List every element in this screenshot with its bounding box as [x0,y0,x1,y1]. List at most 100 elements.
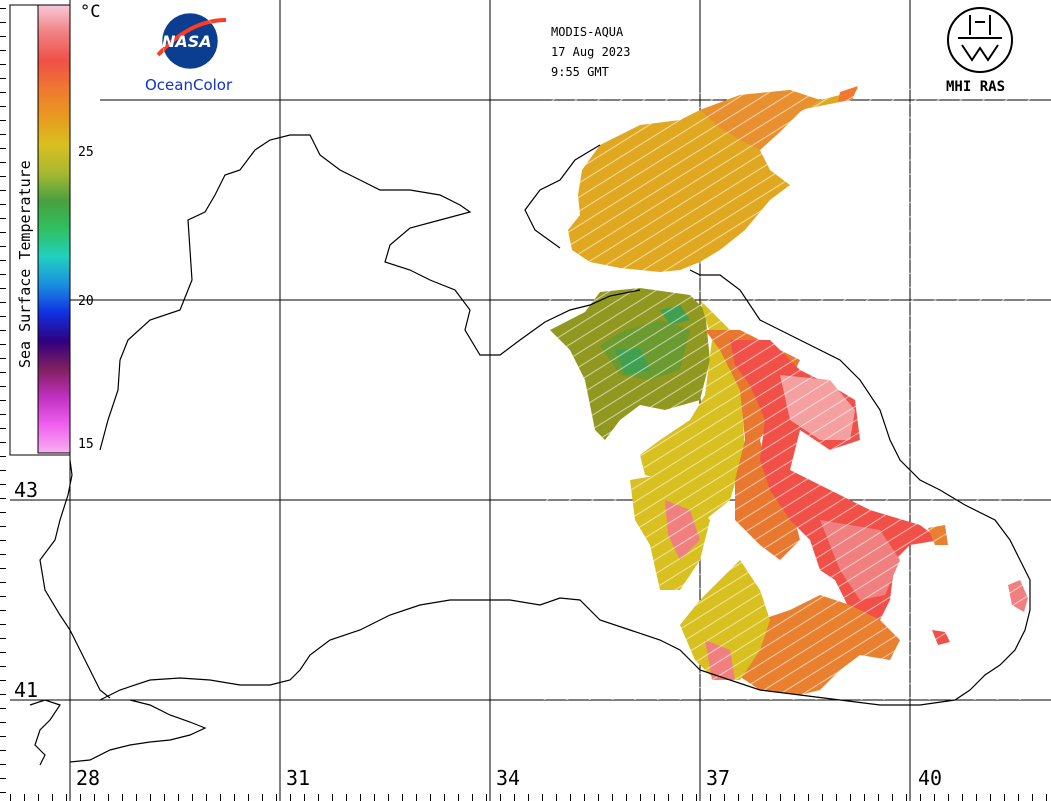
scale-tick [682,794,683,801]
scale-tick [626,794,627,801]
lon-label-34: 34 [496,766,521,790]
scale-tick [0,134,6,135]
nasa-logo [156,12,227,70]
scale-tick [1004,794,1005,801]
scale-tick [374,794,375,801]
lon-label-40: 40 [918,766,943,790]
lat-label-43: 43 [14,478,39,502]
scale-tick [878,794,879,801]
scale-tick [332,794,333,801]
scale-tick [0,274,6,275]
scale-tick [38,794,39,801]
scale-tick [0,666,6,667]
legend-tick-25: 25 [78,145,94,160]
scale-tick [808,794,809,801]
scale-tick [1046,794,1047,801]
scale-tick [0,694,6,695]
scale-tick [346,794,347,801]
scale-tick [206,794,207,801]
scale-tick [416,794,417,801]
scale-tick [766,794,767,801]
legend-bar [37,4,71,454]
scale-tick [0,638,6,639]
scale-tick [892,794,893,801]
scale-tick [276,794,277,801]
date-label: 17 Aug 2023 [551,45,631,59]
scale-tick [0,400,6,401]
oceancolor-label: OceanColor [145,76,233,94]
scale-tick [1018,794,1019,801]
lat-label-41: 41 [14,678,39,702]
scale-tick [0,246,6,247]
lon-label-28: 28 [76,766,101,790]
scale-tick [0,512,6,513]
scale-tick [780,794,781,801]
scale-tick [0,148,6,149]
scale-tick [248,794,249,801]
scale-tick [290,794,291,801]
scale-tick [0,8,6,9]
scale-tick [584,794,585,801]
scale-tick [220,794,221,801]
scale-tick [514,794,515,801]
scale-tick [0,610,6,611]
scale-tick [0,722,6,723]
scale-tick [0,736,6,737]
scale-tick [52,794,53,801]
scale-tick [0,470,6,471]
scale-tick [654,794,655,801]
legend-tick-20: 20 [78,294,94,309]
lon-label-31: 31 [286,766,311,790]
scale-tick [0,554,6,555]
scale-tick [696,794,697,801]
scale-tick [0,316,6,317]
scale-tick [948,794,949,801]
scale-tick [598,794,599,801]
scale-tick [0,442,6,443]
scale-tick [10,794,11,801]
nasa-logo-text: NASA [162,32,212,51]
scale-tick [724,794,725,801]
scale-tick [0,176,6,177]
scale-tick [0,624,6,625]
scale-tick [444,794,445,801]
scale-tick [668,794,669,801]
scale-ticks [0,8,1047,801]
scale-tick [752,794,753,801]
scale-tick [0,792,6,793]
scale-tick [570,794,571,801]
legend-unit: °C [80,2,101,22]
scale-tick [0,106,6,107]
scale-tick [0,232,6,233]
scale-tick [0,190,6,191]
scale-tick [0,764,6,765]
scale-tick [0,358,6,359]
scale-tick [990,794,991,801]
scale-tick [66,794,67,801]
scale-tick [0,260,6,261]
scale-tick [0,428,6,429]
scale-tick [136,794,137,801]
scale-tick [710,794,711,801]
scale-tick [612,794,613,801]
sst-data [540,80,1040,700]
scale-tick [738,794,739,801]
scale-tick [122,794,123,801]
scale-tick [528,794,529,801]
scale-tick [108,794,109,801]
scale-tick [0,582,6,583]
scale-tick [0,498,6,499]
scale-tick [262,794,263,801]
scale-tick [0,778,6,779]
scale-tick [0,372,6,373]
lon-label-37: 37 [706,766,731,790]
scale-tick [0,218,6,219]
scale-tick [0,596,6,597]
scale-tick [850,794,851,801]
scale-tick [472,794,473,801]
scale-tick [0,162,6,163]
scale-tick [164,794,165,801]
scale-tick [976,794,977,801]
legend-tick-15: 15 [78,437,94,452]
